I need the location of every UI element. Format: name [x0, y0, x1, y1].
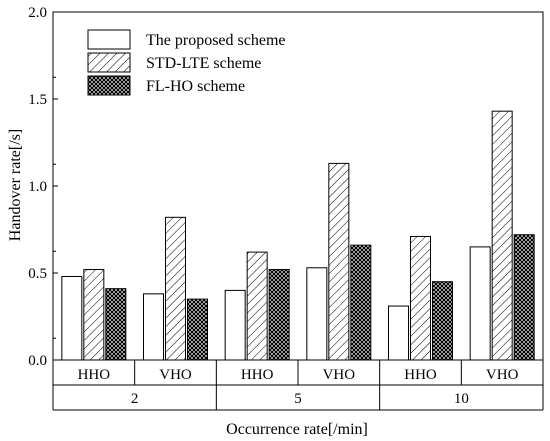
bar-hatch — [246, 251, 268, 361]
bar-hatch — [165, 216, 186, 361]
bar-crosshatch — [432, 281, 453, 361]
legend-swatch-hatch — [87, 52, 131, 73]
bar-crosshatch — [187, 298, 208, 361]
bar-hatch — [83, 269, 105, 361]
subcategory-label: VHO — [323, 367, 356, 383]
y-tick-label: 1.0 — [28, 179, 47, 195]
bar-crosshatch — [268, 269, 290, 361]
group-label: 2 — [131, 391, 139, 407]
bar-crosshatch — [350, 244, 372, 361]
bar-plain — [143, 293, 164, 361]
subcategory-label: VHO — [486, 367, 519, 383]
bar-crosshatch — [513, 234, 535, 361]
subcategory-label: HHO — [241, 367, 274, 383]
y-tick-label: 0.5 — [28, 266, 47, 282]
legend-label: The proposed scheme — [146, 32, 286, 49]
bar-hatch — [410, 235, 431, 361]
legend-label: FL-HO scheme — [146, 78, 245, 95]
bar-plain — [306, 267, 328, 361]
plot-area: 0.0 0.5 1.0 1.5 2.0 HHO VHO 2 HHO VHO 5 HHO VHO 10 The… — [28, 5, 544, 411]
subcategory-label: HHO — [78, 367, 111, 383]
bar-plain — [224, 289, 246, 361]
group-label: 10 — [454, 391, 469, 407]
bar-hatch — [328, 162, 350, 361]
bar-crosshatch — [105, 288, 127, 361]
bar-plain — [469, 246, 491, 361]
bar-plain — [61, 275, 83, 361]
legend-swatch-plain — [87, 29, 131, 50]
y-tick-label: 0.0 — [28, 353, 47, 369]
legend-swatch-crosshatch — [87, 75, 131, 96]
subcategory-label: HHO — [404, 367, 437, 383]
legend-label: STD-LTE scheme — [146, 55, 261, 72]
bar-hatch — [491, 110, 513, 361]
y-axis-label: Handover rate[/s] — [7, 129, 24, 241]
y-tick-label: 2.0 — [28, 5, 47, 21]
subcategory-label: VHO — [159, 367, 192, 383]
y-tick-label: 1.5 — [28, 92, 47, 108]
x-axis-label: Occurrence rate[/min] — [226, 421, 368, 438]
bar-plain — [388, 305, 409, 361]
group-label: 5 — [294, 391, 302, 407]
